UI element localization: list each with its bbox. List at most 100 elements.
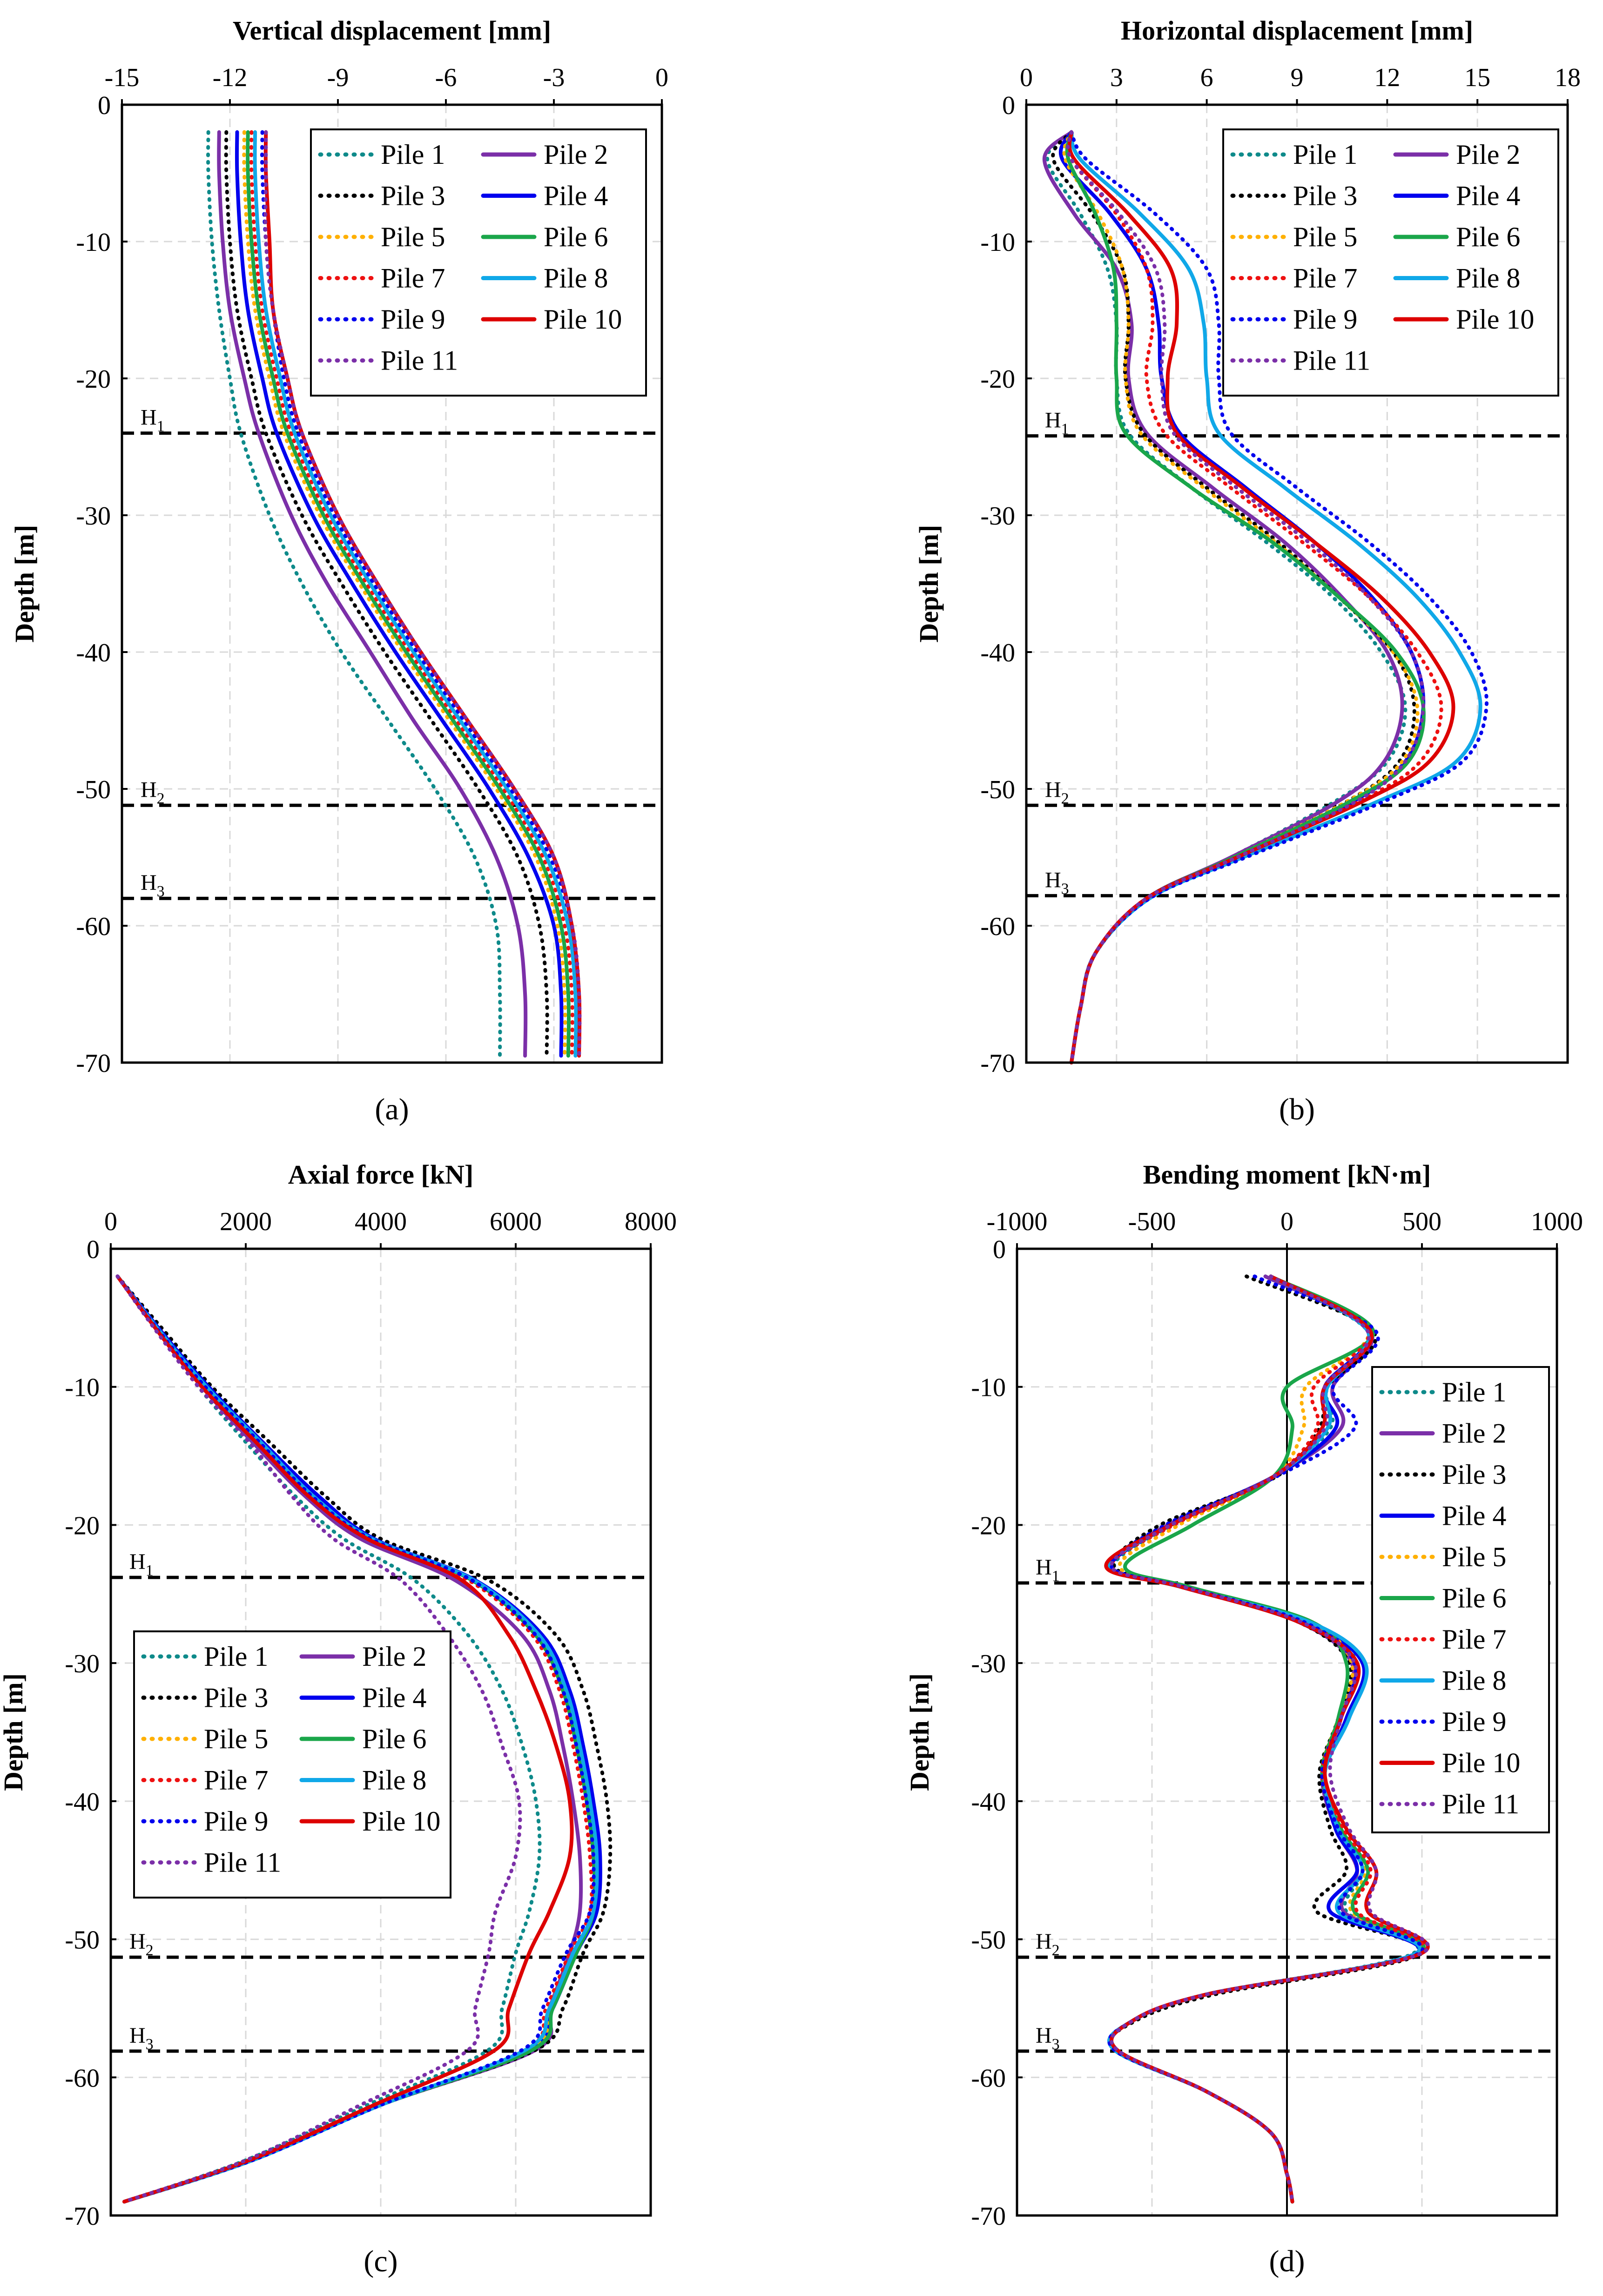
reference-label-h1: H1 bbox=[141, 405, 165, 435]
legend-item: Pile 11 bbox=[1230, 345, 1370, 376]
legend-label: Pile 9 bbox=[204, 1806, 268, 1837]
y-tick-label: -10 bbox=[971, 1374, 1006, 1402]
y-tick-label: -20 bbox=[65, 1511, 100, 1540]
x-tick-label: -3 bbox=[543, 63, 565, 92]
reference-label-sub: 1 bbox=[146, 1562, 154, 1579]
legend-item: Pile 5 bbox=[318, 222, 445, 252]
legend-label: Pile 6 bbox=[362, 1724, 426, 1754]
legend-item: Pile 4 bbox=[1379, 1501, 1506, 1531]
reference-label-sub: 2 bbox=[1052, 1942, 1060, 1959]
y-tick-label: -30 bbox=[65, 1650, 100, 1678]
legend-label: Pile 8 bbox=[1456, 263, 1520, 294]
series-line-pile-1 bbox=[206, 130, 502, 1058]
y-axis-title: Depth [m] bbox=[9, 525, 40, 643]
reference-label-main: H bbox=[129, 1549, 146, 1574]
legend-item: Pile 5 bbox=[1379, 1542, 1506, 1572]
y-tick-label: -30 bbox=[971, 1650, 1006, 1678]
legend-label: Pile 10 bbox=[1442, 1748, 1520, 1778]
legend-label: Pile 2 bbox=[1456, 139, 1520, 170]
y-tick-label: -40 bbox=[980, 639, 1015, 667]
series-line-pile-3 bbox=[1108, 1274, 1426, 2204]
x-tick-label: 18 bbox=[1555, 63, 1581, 92]
legend-label: Pile 6 bbox=[1442, 1583, 1506, 1614]
y-axis-title: Depth [m] bbox=[914, 525, 944, 643]
reference-label-h3: H3 bbox=[141, 870, 165, 900]
legend-label: Pile 5 bbox=[204, 1724, 268, 1754]
y-axis-title: Depth [m] bbox=[0, 1673, 28, 1791]
series-line-pile-8 bbox=[253, 130, 578, 1058]
legend-label: Pile 3 bbox=[1293, 181, 1357, 211]
legend: Pile 1 Pile 2 Pile 3 Pile 4 Pile 5 Pile 6 Pile… bbox=[133, 1630, 451, 1899]
x-axis-title: Horizontal displacement [mm] bbox=[1121, 15, 1473, 46]
legend-item: Pile 2 bbox=[299, 1641, 426, 1672]
legend-item: Pile 3 bbox=[141, 1683, 268, 1713]
y-tick-label: -70 bbox=[971, 2202, 1006, 2231]
reference-label-sub: 2 bbox=[157, 790, 165, 807]
legend-item: Pile 8 bbox=[299, 1765, 426, 1796]
series-line-pile-5 bbox=[242, 130, 567, 1058]
legend-item: Pile 6 bbox=[1393, 222, 1520, 252]
y-tick-label: -20 bbox=[76, 365, 111, 394]
legend-item: Pile 1 bbox=[318, 139, 445, 170]
x-tick-label: -9 bbox=[327, 63, 349, 92]
legend-item: Pile 3 bbox=[1230, 181, 1357, 211]
legend-label: Pile 7 bbox=[204, 1765, 268, 1796]
x-tick-label: -1000 bbox=[987, 1207, 1048, 1236]
legend-item: Pile 3 bbox=[318, 181, 445, 211]
y-tick-label: -20 bbox=[980, 365, 1015, 394]
legend-item: Pile 7 bbox=[1230, 263, 1357, 294]
series-line-pile-11 bbox=[115, 1274, 522, 2204]
y-tick-label: 0 bbox=[98, 91, 111, 120]
legend-item: Pile 5 bbox=[1230, 222, 1357, 252]
y-tick-label: -10 bbox=[65, 1374, 100, 1402]
legend-item: Pile 9 bbox=[318, 304, 445, 335]
x-tick-label: 6 bbox=[1200, 63, 1213, 92]
x-tick-label: 0 bbox=[104, 1207, 117, 1236]
y-tick-label: -40 bbox=[65, 1788, 100, 1817]
legend-item: Pile 9 bbox=[1379, 1706, 1506, 1737]
legend-label: Pile 10 bbox=[544, 304, 622, 335]
legend-label: Pile 5 bbox=[1293, 222, 1357, 252]
y-tick-label: 0 bbox=[993, 1235, 1006, 1264]
reference-label-h2: H2 bbox=[1036, 1929, 1060, 1959]
x-tick-label: 3 bbox=[1110, 63, 1123, 92]
legend-box bbox=[1222, 128, 1559, 397]
legend-item: Pile 10 bbox=[1393, 304, 1534, 335]
reference-label-main: H bbox=[129, 1929, 146, 1954]
legend-label: Pile 10 bbox=[1456, 304, 1534, 335]
legend-item: Pile 6 bbox=[1379, 1583, 1506, 1614]
legend-item: Pile 8 bbox=[1379, 1665, 1506, 1696]
legend-item: Pile 8 bbox=[1393, 263, 1520, 294]
legend-label: Pile 8 bbox=[362, 1765, 426, 1796]
reference-label-main: H bbox=[1045, 868, 1061, 892]
x-axis-title: Vertical displacement [mm] bbox=[233, 15, 551, 46]
y-tick-label: -10 bbox=[980, 228, 1015, 257]
x-tick-label: 9 bbox=[1291, 63, 1304, 92]
legend-item: Pile 5 bbox=[141, 1724, 268, 1754]
legend-item: Pile 8 bbox=[481, 263, 608, 294]
series-line-pile-11 bbox=[1066, 130, 1426, 1064]
series-line-pile-9 bbox=[115, 1274, 596, 2204]
legend-label: Pile 8 bbox=[1442, 1665, 1506, 1696]
y-tick-label: -10 bbox=[76, 228, 111, 257]
legend-label: Pile 5 bbox=[381, 222, 445, 252]
reference-label-main: H bbox=[1045, 408, 1061, 432]
x-tick-label: -500 bbox=[1128, 1207, 1176, 1236]
y-tick-label: -50 bbox=[76, 775, 111, 804]
y-tick-label: -60 bbox=[971, 2064, 1006, 2093]
panel-label: (a) bbox=[375, 1092, 409, 1126]
legend-item: Pile 2 bbox=[481, 139, 608, 170]
legend-label: Pile 2 bbox=[544, 139, 608, 170]
reference-label-sub: 3 bbox=[157, 883, 165, 900]
legend-item: Pile 4 bbox=[299, 1683, 426, 1713]
legend-item: Pile 7 bbox=[1379, 1624, 1506, 1655]
legend-label: Pile 9 bbox=[381, 304, 445, 335]
reference-label-sub: 1 bbox=[1052, 1568, 1060, 1585]
reference-label-sub: 3 bbox=[1052, 2036, 1060, 2053]
reference-label-h1: H1 bbox=[1045, 408, 1069, 438]
y-tick-label: -50 bbox=[971, 1926, 1006, 1955]
reference-label-main: H bbox=[1036, 1929, 1052, 1954]
x-tick-label: 15 bbox=[1464, 63, 1490, 92]
reference-label-main: H bbox=[141, 777, 157, 802]
